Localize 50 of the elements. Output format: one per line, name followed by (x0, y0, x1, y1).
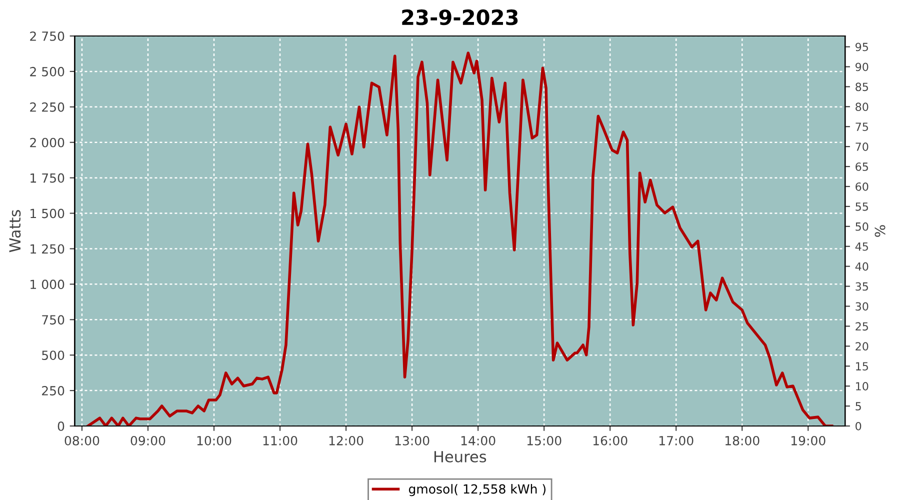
y2-tick-label: 15 (856, 362, 868, 370)
x-tick-label: 10:00 (197, 436, 232, 446)
y-tick-label: 2 500 (30, 66, 64, 76)
x-tick-label: 19:00 (791, 436, 826, 446)
x-tick-label: 12:00 (329, 436, 364, 446)
y-axis-title: Watts (9, 210, 21, 252)
y2-tick-label: 65 (856, 162, 868, 171)
y2-tick-label: 35 (856, 282, 868, 291)
x-tick-label: 14:00 (461, 436, 496, 446)
y-tick-label: 750 (42, 315, 64, 325)
y-tick-label: 1 250 (30, 244, 64, 254)
x-tick-label: 17:00 (659, 436, 694, 446)
x-tick-label: 18:00 (725, 436, 760, 446)
x-axis-title: Heures (434, 451, 486, 462)
y-tick-label: 1 750 (30, 173, 64, 183)
y-tick-label: 500 (42, 350, 64, 360)
y-tick-label: 1 000 (30, 280, 64, 290)
y2-tick-label: 0 (856, 422, 862, 430)
x-tick-label: 09:00 (130, 436, 166, 446)
x-tick-label: 13:00 (395, 436, 430, 446)
y2-tick-label: 90 (856, 62, 868, 72)
y2-tick-label: 80 (856, 102, 868, 112)
y2-tick-label: 70 (856, 142, 868, 151)
x-tick-label: 16:00 (593, 436, 628, 446)
y-tick-label: 0 (58, 421, 64, 431)
y2-tick-label: 85 (856, 82, 868, 92)
y2-tick-label: 20 (856, 342, 868, 351)
x-tick-label: 08:00 (64, 436, 100, 446)
y-tick-label: 2 000 (30, 138, 64, 148)
y-tick-label: 2 750 (30, 31, 64, 41)
line-series (86, 52, 834, 426)
y-tick-label: 1 500 (30, 208, 64, 218)
chart-title: 23-9-2023 (402, 9, 518, 26)
y2-tick-label: 10 (856, 382, 868, 390)
y2-tick-label: 25 (856, 322, 868, 331)
y2-tick-label: 5 (856, 402, 861, 410)
y2-tick-label: 40 (855, 262, 868, 271)
y2-tick-label: 30 (856, 302, 868, 311)
y2-tick-label: 50 (856, 222, 868, 231)
y2-tick-label: 60 (856, 182, 868, 191)
y2-tick-label: 75 (856, 122, 868, 131)
y-tick-label: 2 250 (30, 102, 64, 112)
y-tick-label: 250 (42, 386, 64, 396)
legend-label: gmosol( 12,558 kWh ) (408, 484, 546, 496)
x-tick-label: 15:00 (527, 436, 562, 446)
x-tick-label: 11:00 (263, 436, 298, 446)
y2-tick-label: 55 (856, 202, 868, 211)
y2-axis-title: % (874, 225, 886, 237)
y2-tick-label: 45 (855, 242, 868, 251)
y2-tick-label: 95 (856, 42, 868, 52)
